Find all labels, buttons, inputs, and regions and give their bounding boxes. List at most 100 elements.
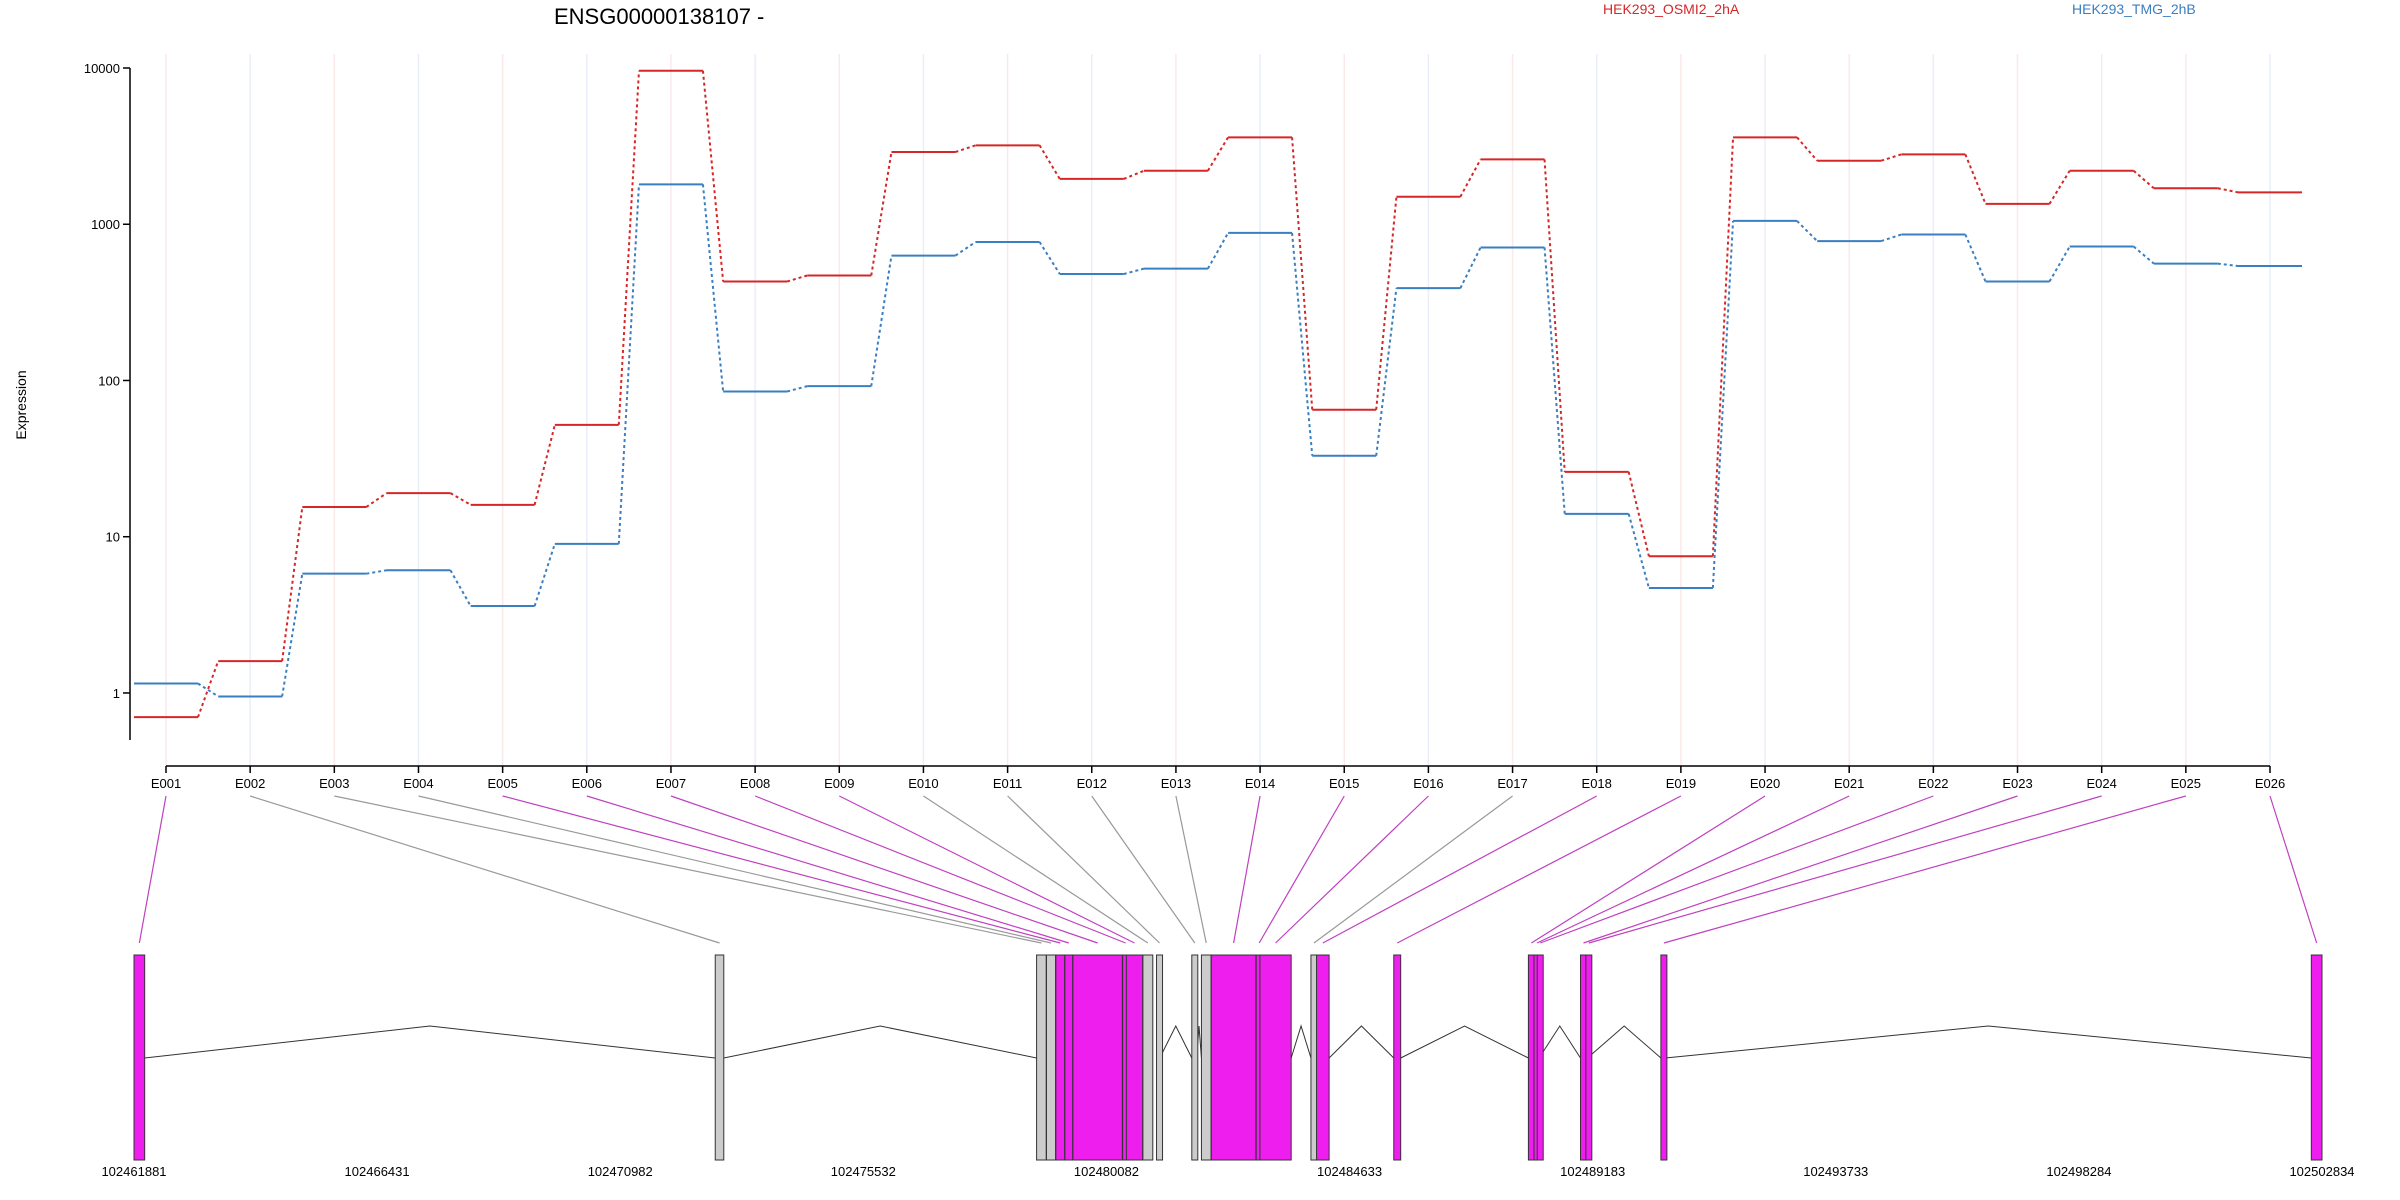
series-connector (954, 241, 977, 257)
x-tick-label: E011 (993, 776, 1022, 791)
exon-E010 (1142, 954, 1154, 1161)
exon-connector (1536, 795, 1850, 944)
x-tick-label: E006 (572, 776, 602, 791)
exon-connector (418, 795, 1052, 944)
chart-title: ENSG00000138107 - (554, 4, 764, 29)
series-connector (1543, 159, 1566, 472)
intron-line (1290, 1024, 1312, 1059)
x-tick-label: E009 (824, 776, 854, 791)
exon-connector (2269, 795, 2318, 944)
x-tick-label: E012 (1077, 776, 1107, 791)
intron-line (723, 1025, 1037, 1059)
series-connector (1291, 137, 1314, 410)
series-connector (1123, 169, 1145, 180)
coordinate-label: 102498284 (2046, 1164, 2111, 1179)
series-connector (1880, 153, 1902, 162)
exon-connector (1091, 795, 1196, 944)
series-connector (617, 70, 640, 425)
series-connector (1627, 471, 1650, 557)
x-tick-label: E017 (1497, 776, 1527, 791)
series-connector (955, 144, 976, 153)
series-connector (2048, 246, 2071, 283)
exon-E002 (714, 954, 725, 1161)
series-connector (1964, 234, 1987, 282)
intron-line (1587, 1025, 1662, 1059)
x-tick-label: E013 (1161, 776, 1191, 791)
series-connector (1627, 513, 1650, 589)
exon-E025 (1660, 954, 1668, 1161)
series-connector (1123, 267, 1145, 276)
series-connector (1711, 137, 1735, 557)
exon-connector (1531, 795, 1766, 944)
series-connector (617, 184, 640, 544)
y-tick-label: 1000 (91, 217, 120, 232)
coordinate-label: 102480082 (1074, 1164, 1139, 1179)
series-connector (870, 151, 893, 276)
exon-E003 (1036, 954, 1047, 1161)
x-tick-label: E003 (319, 776, 349, 791)
coordinate-label: 102502834 (2289, 1164, 2354, 1179)
exon-E005 (1055, 954, 1066, 1161)
exon-E020 (1527, 954, 1535, 1161)
series-connector (1796, 136, 1818, 162)
x-tick-label: E001 (151, 776, 181, 791)
exon-connector (249, 795, 720, 944)
x-tick-label: E005 (487, 776, 517, 791)
intron-line (144, 1025, 716, 1059)
coordinate-label: 102475532 (831, 1164, 896, 1179)
series-connector (2217, 187, 2239, 194)
exon-connector (502, 795, 1061, 944)
exon-E022 (1536, 954, 1544, 1161)
series-connector (1207, 136, 1229, 172)
exon-connector (1583, 795, 2018, 944)
exon-E016 (1259, 954, 1292, 1161)
series-connector (1459, 158, 1482, 198)
series-connector (197, 660, 220, 718)
series-connector (1543, 247, 1566, 514)
series-connector (786, 274, 808, 283)
series-connector (2133, 169, 2155, 189)
exon-connector (1258, 795, 1345, 944)
x-tick-label: E026 (2255, 776, 2285, 791)
exon-E004 (1045, 954, 1057, 1161)
series-connector (533, 543, 556, 607)
exon-connector (1539, 795, 1934, 944)
exon-E011 (1156, 954, 1164, 1161)
exon-E026 (2310, 954, 2323, 1161)
plot-area: 1 10 100 1000 10000 E001 E002 E003 E004 E005 E006 E… (84, 54, 2302, 791)
exon-E012 (1191, 954, 1199, 1161)
series-connector (870, 255, 893, 387)
intron-line (1328, 1025, 1395, 1059)
x-tick-label: E019 (1666, 776, 1696, 791)
exon-connector (839, 795, 1135, 944)
series-connector (365, 492, 388, 508)
series-connector (786, 385, 808, 393)
coordinate-label: 102484633 (1317, 1164, 1382, 1179)
x-tick-label: E004 (403, 776, 433, 791)
exon-E001 (133, 954, 146, 1161)
series-connector (1207, 232, 1229, 270)
coordinate-label: 102470982 (588, 1164, 653, 1179)
exon-connectors (138, 795, 2318, 944)
series-connector (1796, 220, 1818, 242)
exon-E018 (1316, 954, 1330, 1161)
x-tick-label: E007 (656, 776, 686, 791)
x-tick-label: E021 (1834, 776, 1864, 791)
x-tick-label: E024 (2086, 776, 2116, 791)
exon-connector (1663, 795, 2187, 944)
series-connector (533, 424, 556, 506)
y-tick-label: 100 (98, 373, 120, 388)
exon-connector (923, 795, 1149, 944)
exon-connector (1275, 795, 1429, 944)
x-tick-label: E016 (1413, 776, 1443, 791)
exon-connector (1322, 795, 1598, 944)
x-tick-label: E002 (235, 776, 265, 791)
exon-connector (586, 795, 1069, 944)
series-connector (449, 569, 472, 607)
series-connector (2048, 170, 2071, 205)
series-connector (1038, 144, 1061, 180)
series-connector (1291, 232, 1314, 456)
intron-line (1400, 1025, 1529, 1059)
series-2 (134, 183, 2302, 698)
